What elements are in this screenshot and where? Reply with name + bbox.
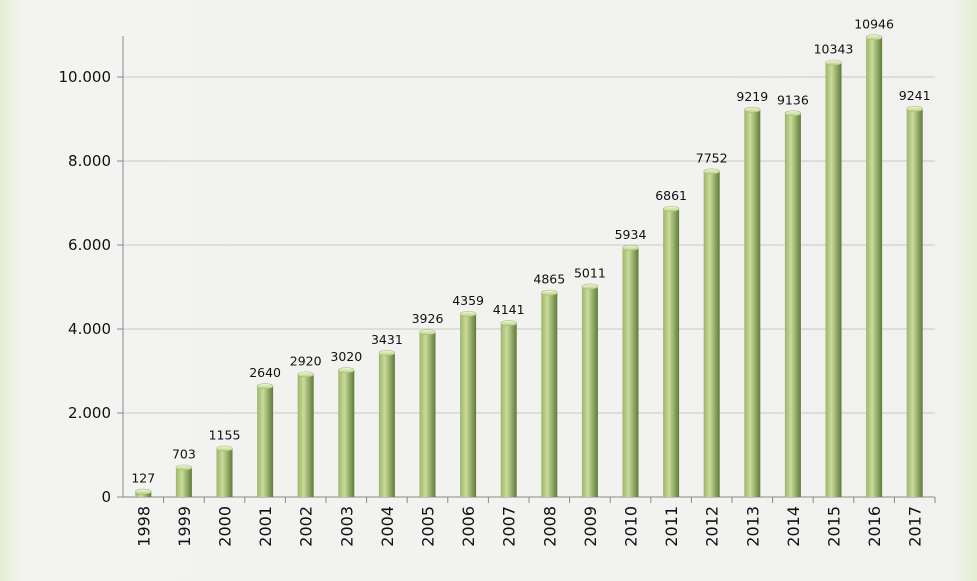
bar xyxy=(541,292,558,497)
data-label: 1155 xyxy=(209,427,241,442)
x-axis-tick-labels: 1998 1999 2000 2001 2002 2003 2004 2005 2006 2007… xyxy=(134,506,924,547)
data-label: 10946 xyxy=(854,16,894,31)
bar-cap xyxy=(256,383,274,390)
bar xyxy=(866,37,883,497)
data-label: 3431 xyxy=(371,332,403,347)
gridlines xyxy=(123,76,935,414)
bar-cap xyxy=(703,168,721,175)
bar xyxy=(784,113,801,498)
bar xyxy=(297,374,314,497)
x-tick-label: 2016 xyxy=(865,506,884,547)
x-tick-label: 2017 xyxy=(906,506,925,547)
x-tick-label: 2001 xyxy=(256,506,275,547)
bar xyxy=(257,386,274,497)
bar xyxy=(460,313,477,497)
bar xyxy=(622,247,639,497)
x-tick-label: 2015 xyxy=(825,506,844,547)
x-tick-label: 2009 xyxy=(581,506,600,547)
bar-cap xyxy=(337,367,355,374)
bar-cap xyxy=(216,445,233,452)
data-label: 3020 xyxy=(330,349,362,364)
y-tick-label: 2.000 xyxy=(68,404,111,422)
y-tick-label: 0 xyxy=(101,488,111,506)
bar-cap xyxy=(500,320,518,326)
data-label: 2920 xyxy=(290,353,322,368)
bar-cap xyxy=(865,34,883,41)
bar-cap xyxy=(662,205,680,212)
bar xyxy=(419,332,436,497)
bar xyxy=(378,352,395,497)
bar-cap xyxy=(419,329,436,336)
y-tick-label: 8.000 xyxy=(68,152,111,170)
data-labels: 127 703 1155 2640 2920 3020 3431 3926 4359 4141 48… xyxy=(131,16,930,485)
x-tick-label: 2005 xyxy=(419,506,438,547)
bar-cap xyxy=(581,283,599,290)
bar-cap xyxy=(784,110,802,117)
x-tick-label: 1999 xyxy=(175,506,194,547)
bar xyxy=(703,171,720,497)
x-tick-label: 2011 xyxy=(662,506,681,547)
bar-cap xyxy=(906,105,924,112)
data-label: 4865 xyxy=(533,272,565,287)
bar xyxy=(744,109,761,497)
x-tick-label: 2002 xyxy=(297,506,316,547)
bars xyxy=(135,34,924,498)
bar-cap xyxy=(459,311,477,317)
data-label: 9241 xyxy=(899,88,931,103)
data-label: 10343 xyxy=(814,42,854,57)
bar xyxy=(338,370,355,497)
x-tick-label: 2014 xyxy=(784,506,803,547)
data-label: 7752 xyxy=(696,150,728,165)
bar-cap xyxy=(135,488,152,495)
bar xyxy=(175,467,192,497)
data-label: 127 xyxy=(131,471,155,486)
bar xyxy=(500,323,517,497)
bar xyxy=(663,208,680,497)
data-label: 2640 xyxy=(249,365,281,380)
x-tick-label: 2003 xyxy=(337,506,356,547)
bar-cap xyxy=(622,244,639,251)
x-tick-label: 2007 xyxy=(500,506,519,547)
data-label: 6861 xyxy=(655,188,687,203)
bar-cap xyxy=(378,349,396,356)
data-label: 4359 xyxy=(452,293,484,308)
data-label: 9136 xyxy=(777,92,809,107)
x-tick-label: 2000 xyxy=(216,506,235,547)
y-tick-label: 10.000 xyxy=(59,68,112,86)
x-tick-label: 2006 xyxy=(459,506,478,547)
data-label: 9219 xyxy=(736,89,768,104)
bar xyxy=(825,62,842,498)
x-tick-label: 2008 xyxy=(540,506,559,547)
x-tick-label: 2012 xyxy=(703,506,722,547)
data-label: 4141 xyxy=(493,302,525,317)
data-label: 5011 xyxy=(574,266,606,281)
y-axis-tick-labels: 0 2.000 4.000 6.000 8.000 10.000 xyxy=(59,68,112,506)
x-tick-label: 1998 xyxy=(134,506,153,547)
x-tick-label: 2013 xyxy=(743,506,762,547)
bar-cap xyxy=(825,59,842,66)
data-label: 5934 xyxy=(615,227,647,242)
y-tick-label: 6.000 xyxy=(68,236,111,254)
bar-cap xyxy=(297,371,315,378)
bar-cap xyxy=(743,106,761,113)
x-tick-label: 2010 xyxy=(622,506,641,547)
bar-cap xyxy=(540,289,558,296)
y-tick-label: 4.000 xyxy=(68,320,111,338)
data-label: 3926 xyxy=(412,311,444,326)
bar-cap xyxy=(175,464,193,471)
bar xyxy=(906,108,923,498)
bar xyxy=(216,448,233,497)
data-label: 703 xyxy=(172,446,196,461)
bar xyxy=(581,286,598,497)
x-tick-label: 2004 xyxy=(378,506,397,547)
